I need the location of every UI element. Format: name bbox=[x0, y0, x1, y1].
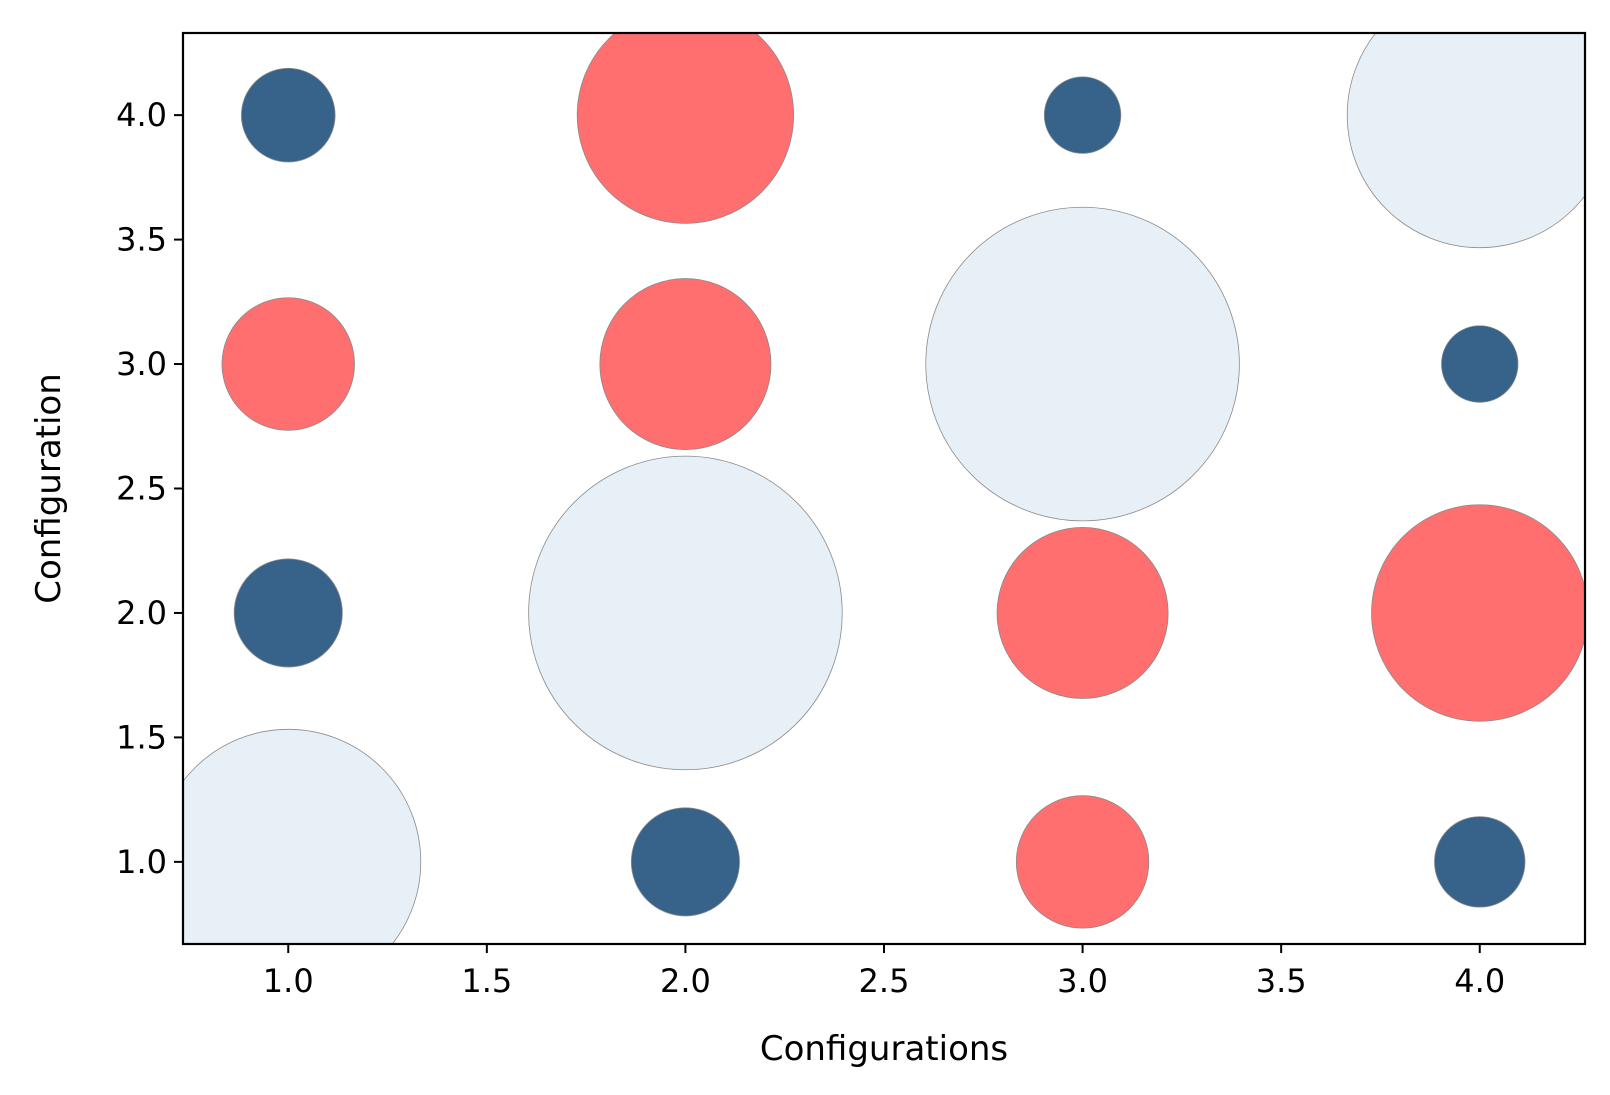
bubble-point-7 bbox=[599, 278, 772, 450]
bubble-point-2 bbox=[233, 558, 343, 668]
bubble-point-5 bbox=[630, 807, 740, 917]
y-tick-label: 4.0 bbox=[116, 96, 167, 134]
bubble-point-4 bbox=[240, 67, 336, 163]
x-axis-label: Configurations bbox=[760, 1029, 1008, 1069]
x-tick-label: 2.0 bbox=[660, 962, 711, 1000]
y-tick-label: 3.5 bbox=[116, 221, 167, 259]
bubble-point-13 bbox=[1434, 816, 1526, 908]
y-tick-label: 2.0 bbox=[116, 594, 167, 632]
bubble-point-9 bbox=[1015, 795, 1150, 929]
bubble-point-3 bbox=[221, 297, 355, 431]
bubble-point-1 bbox=[183, 728, 422, 944]
bubble-point-12 bbox=[1043, 76, 1122, 154]
x-axis: 1.0 1.5 2.0 2.5 3.0 3.5 4.0 bbox=[263, 944, 1505, 1000]
x-tick-label: 3.5 bbox=[1256, 962, 1307, 1000]
points-layer bbox=[183, 33, 1585, 944]
bubble-point-11 bbox=[925, 206, 1240, 522]
y-axis: 1.0 1.5 2.0 2.5 3.0 3.5 4.0 bbox=[116, 96, 183, 881]
y-tick-label: 2.5 bbox=[116, 470, 167, 508]
x-tick-label: 3.0 bbox=[1057, 962, 1108, 1000]
x-tick-label: 2.5 bbox=[859, 962, 910, 1000]
bubble-point-15 bbox=[1441, 325, 1519, 403]
bubble-point-6 bbox=[528, 455, 843, 771]
x-tick-label: 4.0 bbox=[1454, 962, 1505, 1000]
bubble-point-10 bbox=[996, 527, 1169, 699]
bubble-point-8 bbox=[576, 33, 794, 224]
y-tick-label: 1.5 bbox=[116, 718, 167, 756]
bubble-point-14 bbox=[1371, 504, 1585, 722]
bubble-point-16 bbox=[1346, 33, 1585, 249]
x-tick-label: 1.0 bbox=[263, 962, 314, 1000]
y-tick-label: 3.0 bbox=[116, 345, 167, 383]
x-tick-label: 1.5 bbox=[461, 962, 512, 1000]
y-tick-label: 1.0 bbox=[116, 843, 167, 881]
y-axis-label: Configuration bbox=[29, 373, 69, 604]
